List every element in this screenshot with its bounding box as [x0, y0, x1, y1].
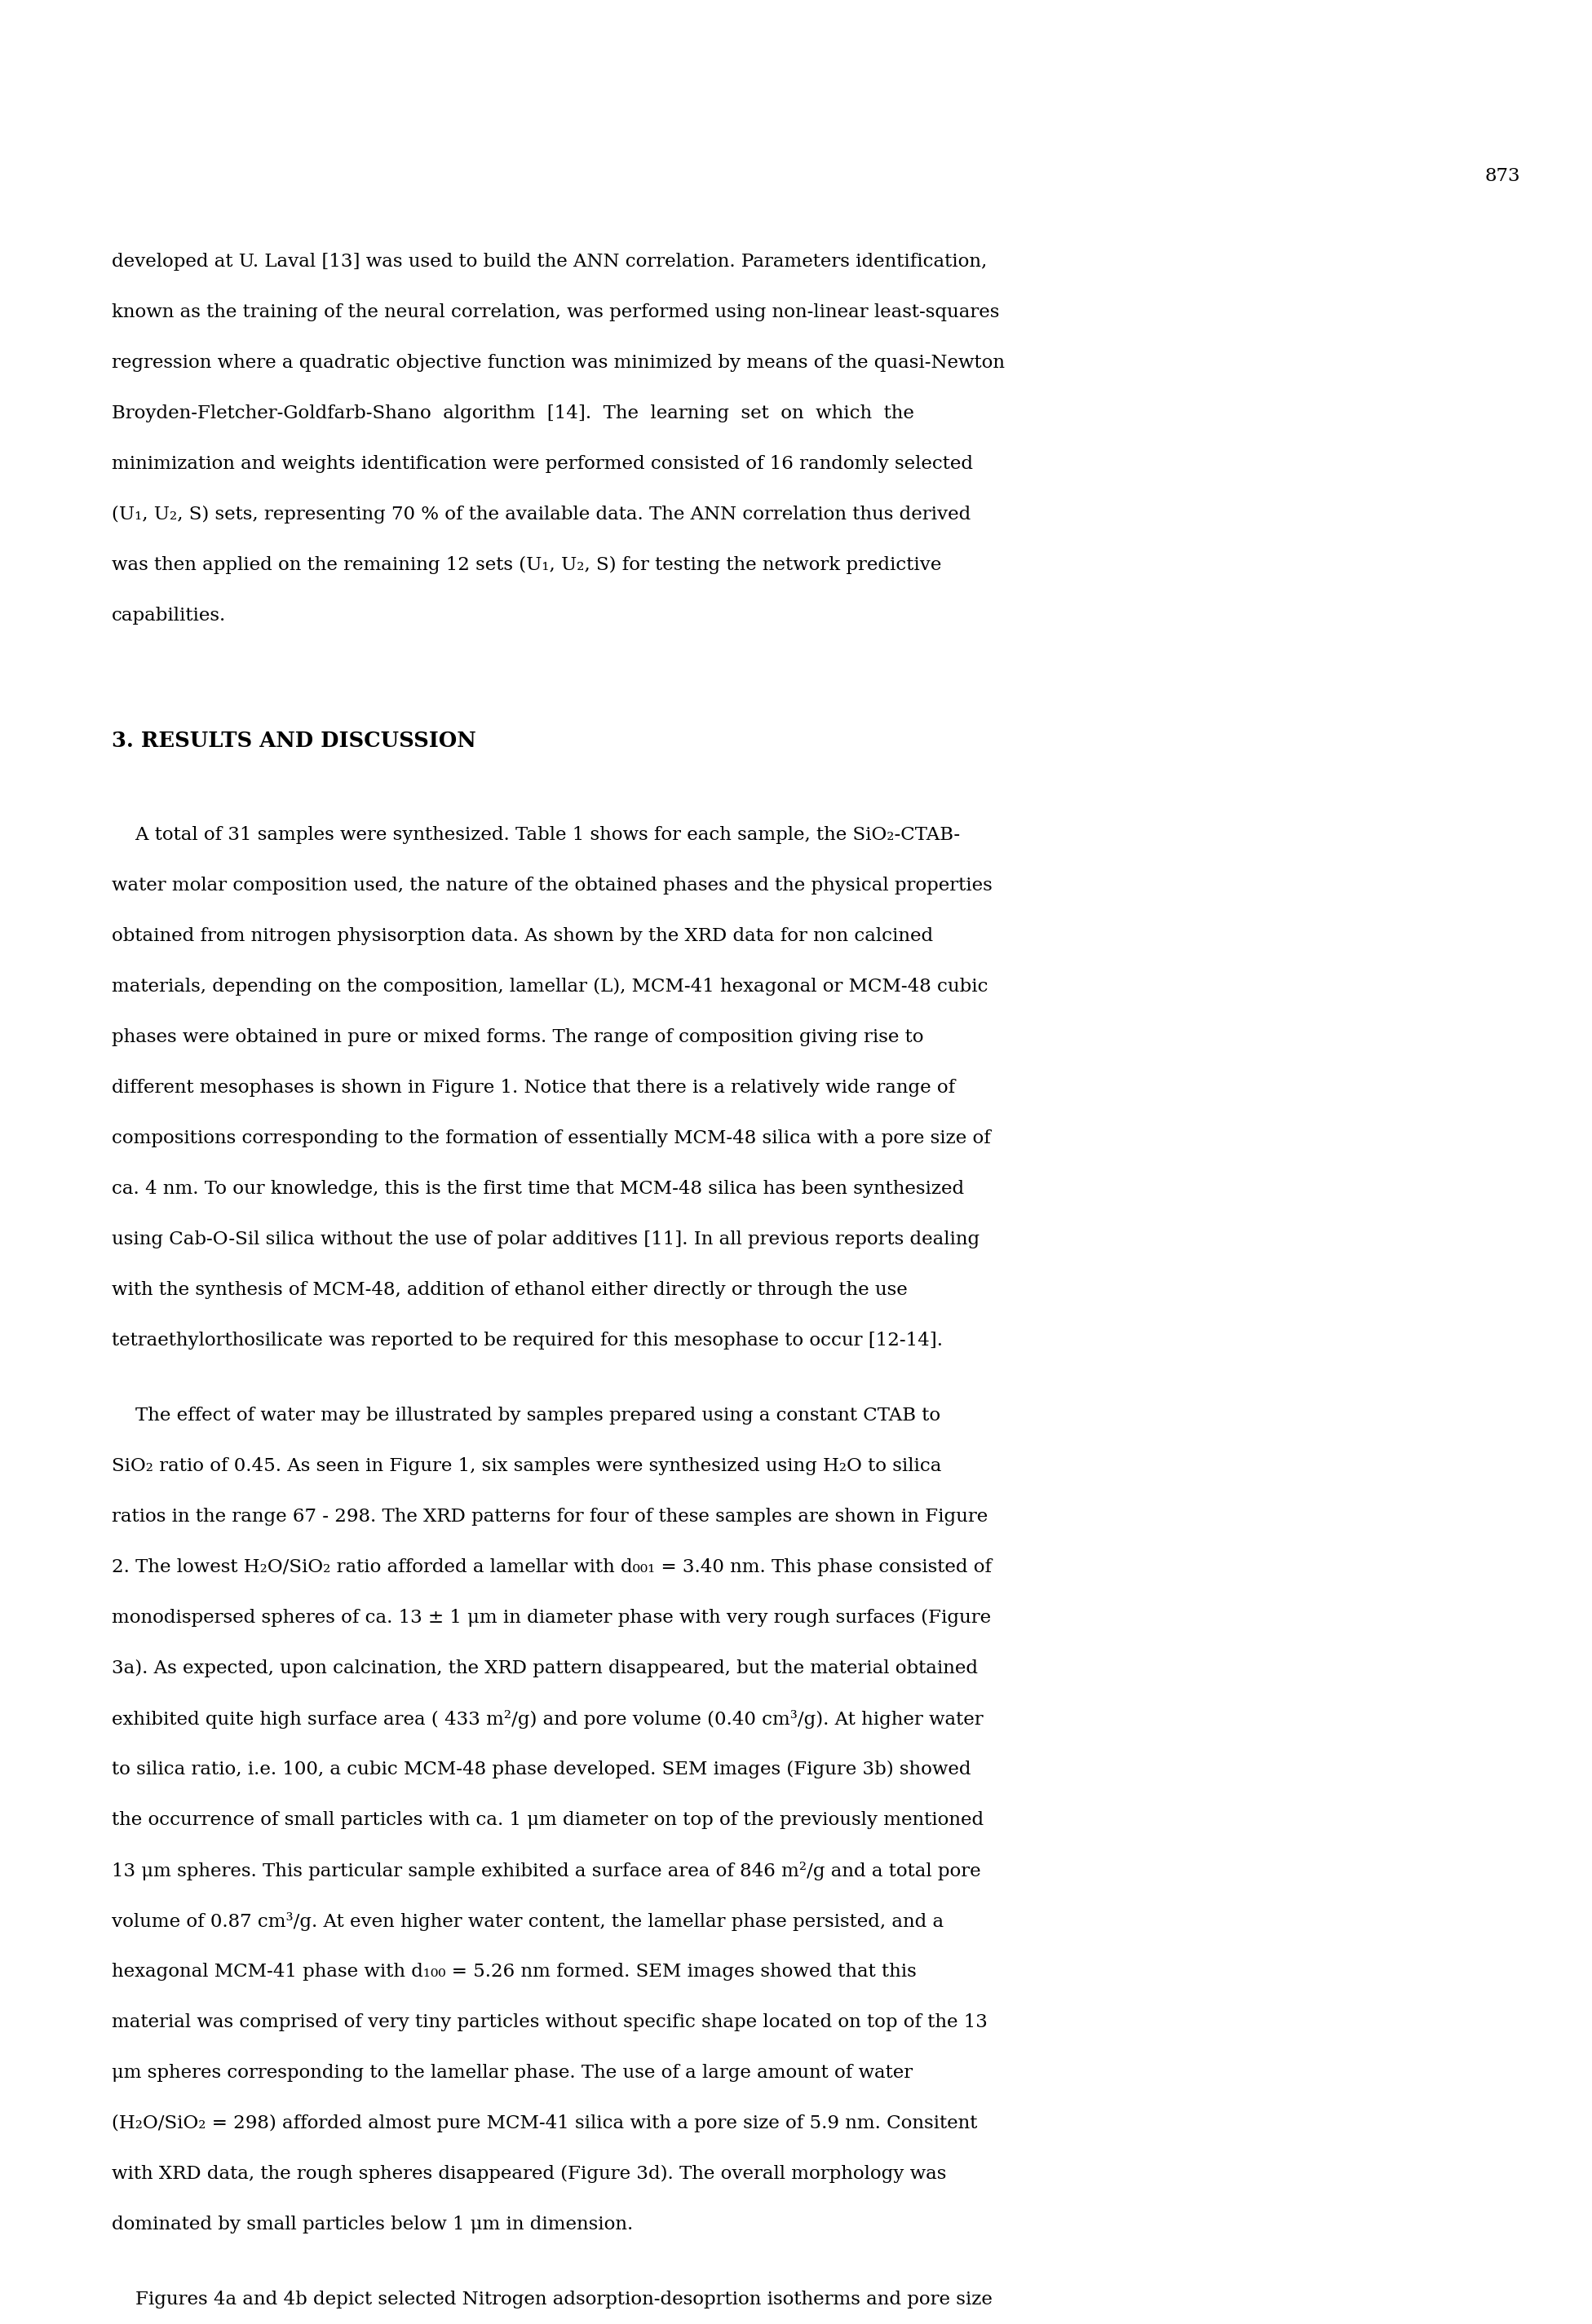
Text: exhibited quite high surface area ( 433 m²/g) and pore volume (0.40 cm³/g). At h: exhibited quite high surface area ( 433 … — [111, 1710, 984, 1729]
Text: developed at U. Laval [13] was used to build the ANN correlation. Parameters ide: developed at U. Laval [13] was used to b… — [111, 253, 987, 270]
Text: The effect of water may be illustrated by samples prepared using a constant CTAB: The effect of water may be illustrated b… — [111, 1406, 941, 1425]
Text: with the synthesis of MCM-48, addition of ethanol either directly or through the: with the synthesis of MCM-48, addition o… — [111, 1281, 907, 1299]
Text: 3a). As expected, upon calcination, the XRD pattern disappeared, but the materia: 3a). As expected, upon calcination, the … — [111, 1659, 977, 1678]
Text: minimization and weights identification were performed consisted of 16 randomly : minimization and weights identification … — [111, 456, 973, 474]
Text: material was comprised of very tiny particles without specific shape located on : material was comprised of very tiny part… — [111, 2013, 987, 2031]
Text: obtained from nitrogen physisorption data. As shown by the XRD data for non calc: obtained from nitrogen physisorption dat… — [111, 927, 933, 946]
Text: Figures 4a and 4b depict selected Nitrogen adsorption-desoprtion isotherms and p: Figures 4a and 4b depict selected Nitrog… — [111, 2291, 992, 2308]
Text: was then applied on the remaining 12 sets (U₁, U₂, S) for testing the network pr: was then applied on the remaining 12 set… — [111, 555, 941, 574]
Text: (U₁, U₂, S) sets, representing 70 % of the available data. The ANN correlation t: (U₁, U₂, S) sets, representing 70 % of t… — [111, 507, 971, 523]
Text: tetraethylorthosilicate was reported to be required for this mesophase to occur : tetraethylorthosilicate was reported to … — [111, 1332, 942, 1350]
Text: using Cab-O-Sil silica without the use of polar additives [11]. In all previous : using Cab-O-Sil silica without the use o… — [111, 1229, 979, 1248]
Text: 2. The lowest H₂O/SiO₂ ratio afforded a lamellar with d₀₀₁ = 3.40 nm. This phase: 2. The lowest H₂O/SiO₂ ratio afforded a … — [111, 1559, 992, 1576]
Text: capabilities.: capabilities. — [111, 607, 226, 625]
Text: A total of 31 samples were synthesized. Table 1 shows for each sample, the SiO₂-: A total of 31 samples were synthesized. … — [111, 825, 960, 844]
Text: SiO₂ ratio of 0.45. As seen in Figure 1, six samples were synthesized using H₂O : SiO₂ ratio of 0.45. As seen in Figure 1,… — [111, 1457, 941, 1476]
Text: known as the training of the neural correlation, was performed using non-linear : known as the training of the neural corr… — [111, 304, 1000, 321]
Text: ca. 4 nm. To our knowledge, this is the first time that MCM-48 silica has been s: ca. 4 nm. To our knowledge, this is the … — [111, 1181, 965, 1197]
Text: to silica ratio, i.e. 100, a cubic MCM-48 phase developed. SEM images (Figure 3b: to silica ratio, i.e. 100, a cubic MCM-4… — [111, 1762, 971, 1778]
Text: regression where a quadratic objective function was minimized by means of the qu: regression where a quadratic objective f… — [111, 353, 1005, 372]
Text: 3. RESULTS AND DISCUSSION: 3. RESULTS AND DISCUSSION — [111, 730, 476, 751]
Text: different mesophases is shown in Figure 1. Notice that there is a relatively wid: different mesophases is shown in Figure … — [111, 1078, 955, 1097]
Text: monodispersed spheres of ca. 13 ± 1 μm in diameter phase with very rough surface: monodispersed spheres of ca. 13 ± 1 μm i… — [111, 1608, 992, 1627]
Text: compositions corresponding to the formation of essentially MCM-48 silica with a : compositions corresponding to the format… — [111, 1129, 990, 1148]
Text: (H₂O/SiO₂ = 298) afforded almost pure MCM-41 silica with a pore size of 5.9 nm. : (H₂O/SiO₂ = 298) afforded almost pure MC… — [111, 2115, 977, 2133]
Text: 873: 873 — [1484, 167, 1520, 186]
Text: hexagonal MCM-41 phase with d₁₀₀ = 5.26 nm formed. SEM images showed that this: hexagonal MCM-41 phase with d₁₀₀ = 5.26 … — [111, 1964, 917, 1980]
Text: materials, depending on the composition, lamellar (L), MCM-41 hexagonal or MCM-4: materials, depending on the composition,… — [111, 978, 989, 995]
Text: the occurrence of small particles with ca. 1 μm diameter on top of the previousl: the occurrence of small particles with c… — [111, 1810, 984, 1829]
Text: Broyden-Fletcher-Goldfarb-Shano  algorithm  [14].  The  learning  set  on  which: Broyden-Fletcher-Goldfarb-Shano algorith… — [111, 404, 914, 423]
Text: dominated by small particles below 1 μm in dimension.: dominated by small particles below 1 μm … — [111, 2215, 634, 2233]
Text: ratios in the range 67 - 298. The XRD patterns for four of these samples are sho: ratios in the range 67 - 298. The XRD pa… — [111, 1508, 989, 1525]
Text: with XRD data, the rough spheres disappeared (Figure 3d). The overall morphology: with XRD data, the rough spheres disappe… — [111, 2166, 946, 2182]
Text: μm spheres corresponding to the lamellar phase. The use of a large amount of wat: μm spheres corresponding to the lamellar… — [111, 2064, 912, 2082]
Text: volume of 0.87 cm³/g. At even higher water content, the lamellar phase persisted: volume of 0.87 cm³/g. At even higher wat… — [111, 1913, 944, 1931]
Text: 13 μm spheres. This particular sample exhibited a surface area of 846 m²/g and a: 13 μm spheres. This particular sample ex… — [111, 1862, 981, 1880]
Text: water molar composition used, the nature of the obtained phases and the physical: water molar composition used, the nature… — [111, 876, 992, 895]
Text: phases were obtained in pure or mixed forms. The range of composition giving ris: phases were obtained in pure or mixed fo… — [111, 1027, 923, 1046]
